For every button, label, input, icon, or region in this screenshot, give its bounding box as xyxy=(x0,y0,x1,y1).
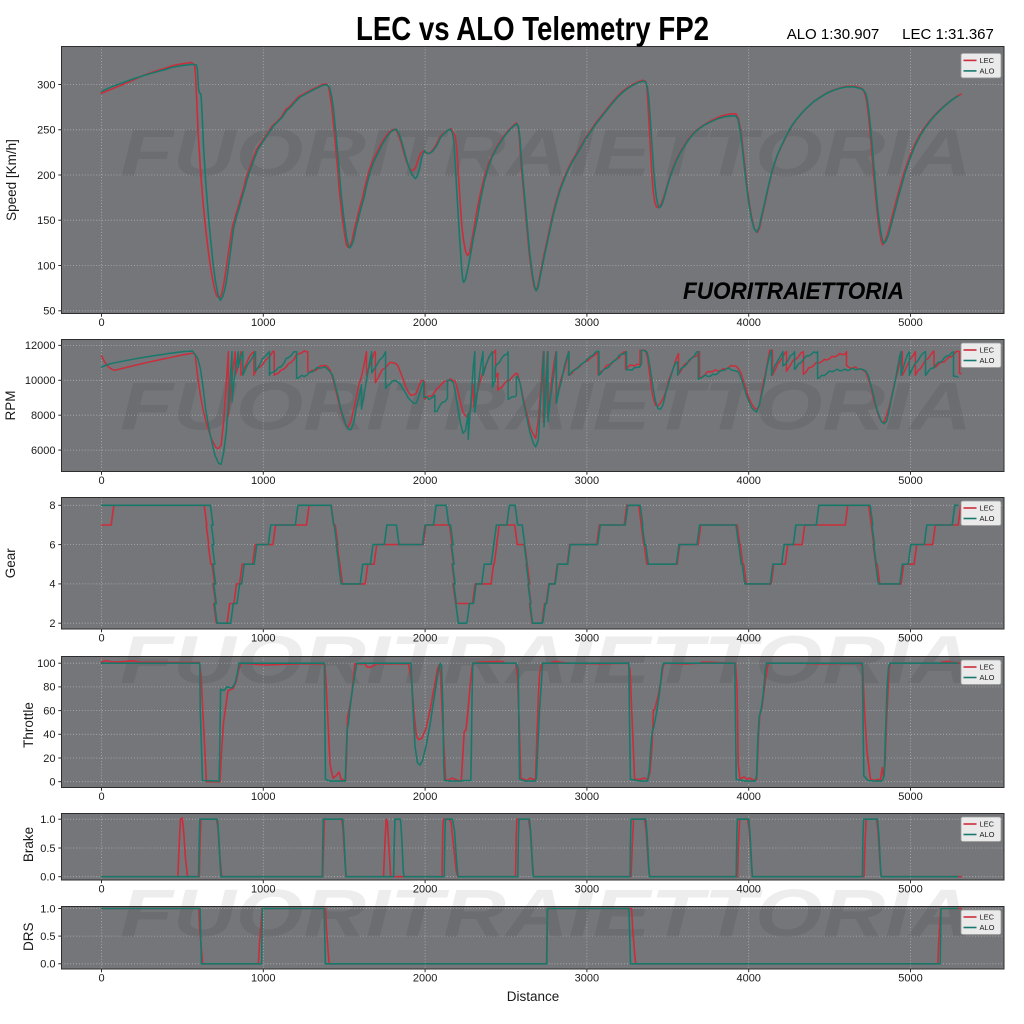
svg-text:100: 100 xyxy=(37,658,55,670)
svg-text:FUORITRAIETTORIA: FUORITRAIETTORIA xyxy=(683,278,904,305)
svg-text:FUORITRAIETTORIA: FUORITRAIETTORIA xyxy=(120,622,972,698)
svg-text:6: 6 xyxy=(49,539,55,551)
svg-text:8: 8 xyxy=(49,500,55,512)
svg-text:3000: 3000 xyxy=(575,475,599,487)
svg-text:ALO: ALO xyxy=(980,923,995,932)
svg-text:LEC: LEC xyxy=(980,56,995,65)
svg-text:80: 80 xyxy=(43,682,55,694)
svg-text:3000: 3000 xyxy=(575,884,599,896)
svg-text:1000: 1000 xyxy=(251,791,275,803)
svg-text:LEC vs ALO Telemetry FP2: LEC vs ALO Telemetry FP2 xyxy=(356,10,709,47)
svg-text:0: 0 xyxy=(98,973,104,985)
svg-text:ALO 1:30.907: ALO 1:30.907 xyxy=(787,26,880,43)
svg-text:2000: 2000 xyxy=(413,633,437,645)
svg-text:4: 4 xyxy=(49,579,55,591)
svg-text:5000: 5000 xyxy=(898,791,922,803)
svg-text:2000: 2000 xyxy=(413,973,437,985)
svg-text:10000: 10000 xyxy=(25,375,56,387)
svg-text:FUORITRAIETTORIA: FUORITRAIETTORIA xyxy=(120,876,972,952)
svg-text:300: 300 xyxy=(37,79,55,91)
svg-text:3000: 3000 xyxy=(575,973,599,985)
svg-text:5000: 5000 xyxy=(898,475,922,487)
svg-text:RPM: RPM xyxy=(3,391,18,421)
svg-text:DRS: DRS xyxy=(21,922,36,951)
svg-text:ALO: ALO xyxy=(980,514,995,523)
svg-text:3000: 3000 xyxy=(575,633,599,645)
svg-text:Speed [Km/h]: Speed [Km/h] xyxy=(4,139,19,221)
svg-text:Throttle: Throttle xyxy=(21,702,36,748)
svg-text:Brake: Brake xyxy=(21,827,36,862)
svg-text:1.0: 1.0 xyxy=(40,814,55,826)
svg-text:5000: 5000 xyxy=(898,973,922,985)
svg-text:3000: 3000 xyxy=(575,791,599,803)
svg-text:0: 0 xyxy=(98,475,104,487)
svg-text:1000: 1000 xyxy=(251,884,275,896)
svg-text:LEC: LEC xyxy=(980,820,995,829)
svg-text:LEC: LEC xyxy=(980,346,995,355)
svg-text:LEC: LEC xyxy=(980,913,995,922)
svg-text:150: 150 xyxy=(37,215,55,227)
svg-text:100: 100 xyxy=(37,260,55,272)
svg-text:60: 60 xyxy=(43,705,55,717)
svg-text:LEC: LEC xyxy=(980,663,995,672)
svg-text:20: 20 xyxy=(43,753,55,765)
svg-text:ALO: ALO xyxy=(980,356,995,365)
svg-text:LEC 1:31.367: LEC 1:31.367 xyxy=(902,26,994,43)
svg-text:2000: 2000 xyxy=(413,317,437,329)
svg-text:0: 0 xyxy=(98,633,104,645)
svg-text:1000: 1000 xyxy=(251,633,275,645)
svg-text:5000: 5000 xyxy=(898,633,922,645)
svg-text:50: 50 xyxy=(43,306,55,318)
svg-text:200: 200 xyxy=(37,170,55,182)
svg-text:0.5: 0.5 xyxy=(40,931,55,943)
svg-text:6000: 6000 xyxy=(31,445,55,457)
svg-text:4000: 4000 xyxy=(736,884,760,896)
svg-text:4000: 4000 xyxy=(736,973,760,985)
svg-text:2: 2 xyxy=(49,618,55,630)
svg-text:40: 40 xyxy=(43,729,55,741)
svg-text:8000: 8000 xyxy=(31,410,55,422)
svg-text:1000: 1000 xyxy=(251,973,275,985)
svg-text:4000: 4000 xyxy=(736,317,760,329)
svg-text:Gear: Gear xyxy=(3,548,18,579)
svg-text:2000: 2000 xyxy=(413,791,437,803)
svg-text:0: 0 xyxy=(98,884,104,896)
svg-text:3000: 3000 xyxy=(575,317,599,329)
svg-text:2000: 2000 xyxy=(413,884,437,896)
svg-text:4000: 4000 xyxy=(736,791,760,803)
svg-text:0.0: 0.0 xyxy=(40,872,55,884)
svg-text:ALO: ALO xyxy=(980,830,995,839)
svg-text:0: 0 xyxy=(98,791,104,803)
svg-text:0: 0 xyxy=(49,777,55,789)
svg-text:5000: 5000 xyxy=(898,317,922,329)
svg-text:LEC: LEC xyxy=(980,504,995,513)
svg-text:0: 0 xyxy=(98,317,104,329)
svg-text:5000: 5000 xyxy=(898,884,922,896)
svg-text:4000: 4000 xyxy=(736,633,760,645)
svg-text:ALO: ALO xyxy=(980,67,995,76)
svg-text:4000: 4000 xyxy=(736,475,760,487)
svg-text:1000: 1000 xyxy=(251,317,275,329)
svg-text:1.0: 1.0 xyxy=(40,903,55,915)
svg-text:ALO: ALO xyxy=(980,673,995,682)
svg-text:0.0: 0.0 xyxy=(40,959,55,971)
svg-text:1000: 1000 xyxy=(251,475,275,487)
svg-text:250: 250 xyxy=(37,125,55,137)
svg-text:Distance: Distance xyxy=(507,989,560,1004)
svg-text:FUORITRAIETTORIA: FUORITRAIETTORIA xyxy=(120,115,972,191)
svg-text:12000: 12000 xyxy=(25,340,56,352)
svg-text:2000: 2000 xyxy=(413,475,437,487)
svg-text:0.5: 0.5 xyxy=(40,843,55,855)
